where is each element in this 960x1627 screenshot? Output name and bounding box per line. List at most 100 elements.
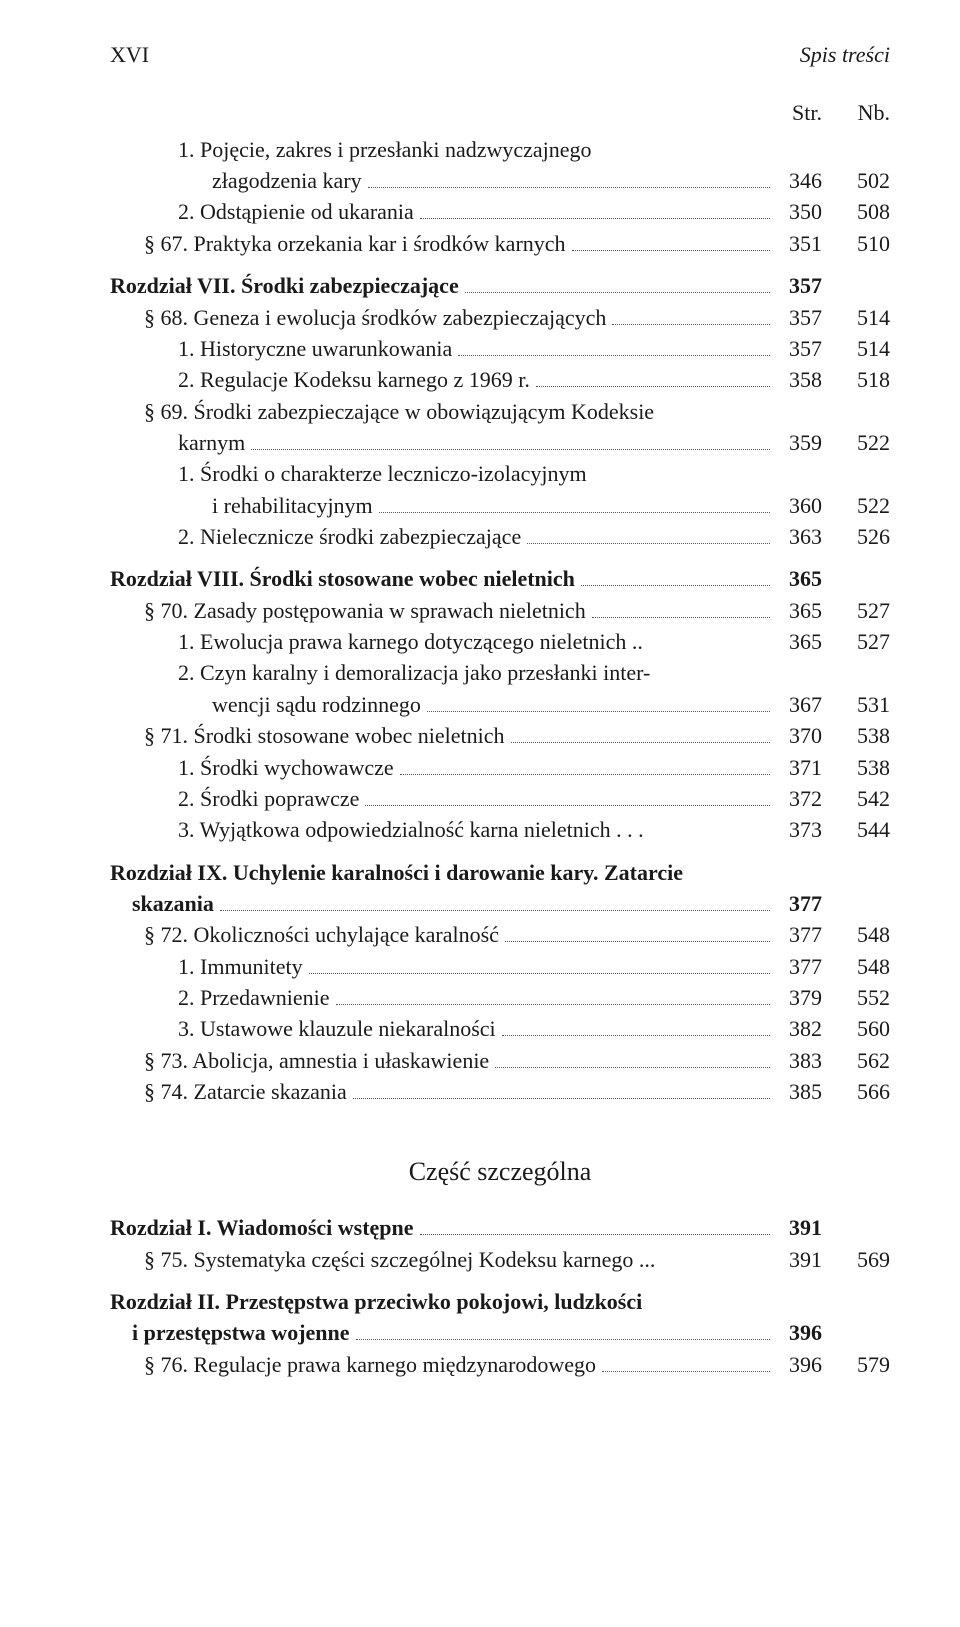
toc-label: karnym <box>110 428 245 458</box>
toc-label: skazania <box>110 889 214 919</box>
folio: XVI <box>110 40 149 70</box>
toc-label: 2. Środki poprawcze <box>110 784 359 814</box>
toc-page-nb: 562 <box>840 1046 890 1076</box>
toc-line: 1. Historyczne uwarunkowania357514 <box>110 334 890 364</box>
dot-leader <box>353 1081 770 1100</box>
toc-line: Rozdział I. Wiadomości wstępne391 <box>110 1213 890 1243</box>
toc-label: 3. Wyjątkowa odpowiedzialność karna niel… <box>110 815 644 845</box>
toc-page-str: 373 <box>776 815 822 845</box>
toc-label: Rozdział II. Przestępstwa przeciwko poko… <box>110 1287 642 1317</box>
column-headers: Str. Nb. <box>110 98 890 128</box>
toc-page-nb: 527 <box>840 596 890 626</box>
toc-line: 2. Nielecznicze środki zabezpieczające36… <box>110 522 890 552</box>
toc-page-str: 346 <box>776 166 822 196</box>
toc-page-str: 365 <box>776 596 822 626</box>
toc-line: złagodzenia kary346502 <box>110 166 890 196</box>
toc-page-nb: 527 <box>840 627 890 657</box>
toc-label: Rozdział IX. Uchylenie karalności i daro… <box>110 858 683 888</box>
toc-label: 1. Ewolucja prawa karnego dotyczącego ni… <box>110 627 643 657</box>
dot-leader <box>511 725 771 744</box>
dot-leader <box>220 892 770 911</box>
dot-leader <box>612 306 770 325</box>
toc-page-str: 377 <box>776 889 822 919</box>
dot-leader <box>368 169 770 188</box>
toc-page-str: 365 <box>776 564 822 594</box>
dot-leader <box>427 693 770 712</box>
toc-body: 1. Pojęcie, zakres i przesłanki nadzwycz… <box>110 135 890 1380</box>
toc-page-nb: 510 <box>840 229 890 259</box>
toc-page-nb: 548 <box>840 952 890 982</box>
toc-line: Rozdział VII. Środki zabezpieczające357 <box>110 271 890 301</box>
page: XVI Spis treści Str. Nb. 1. Pojęcie, zak… <box>0 0 960 1627</box>
col-header-nb: Nb. <box>846 98 890 128</box>
toc-page-nb: 514 <box>840 334 890 364</box>
toc-page-str: 359 <box>776 428 822 458</box>
dot-leader <box>536 369 770 388</box>
toc-page-nb: 566 <box>840 1077 890 1107</box>
toc-page-nb: 522 <box>840 491 890 521</box>
dot-leader <box>356 1322 770 1341</box>
toc-line: § 70. Zasady postępowania w sprawach nie… <box>110 596 890 626</box>
spacer <box>110 260 890 270</box>
toc-page-nb: 526 <box>840 522 890 552</box>
toc-label: 3. Ustawowe klauzule niekaralności <box>110 1014 496 1044</box>
dot-leader <box>527 525 770 544</box>
toc-label: 2. Odstąpienie od ukarania <box>110 197 414 227</box>
toc-line: Rozdział IX. Uchylenie karalności i daro… <box>110 858 890 888</box>
toc-line: karnym 359 522 <box>110 428 890 458</box>
dot-leader <box>420 1217 770 1236</box>
dot-leader <box>336 986 771 1005</box>
toc-page-nb: 552 <box>840 983 890 1013</box>
toc-line: i rehabilitacyjnym360522 <box>110 491 890 521</box>
toc-line: 2. Przedawnienie379552 <box>110 983 890 1013</box>
toc-line: § 67. Praktyka orzekania kar i środków k… <box>110 229 890 259</box>
toc-line: § 68. Geneza i ewolucja środków zabezpie… <box>110 303 890 333</box>
toc-line: § 69. Środki zabezpieczające w obowiązuj… <box>110 397 890 427</box>
toc-page-nb: 560 <box>840 1014 890 1044</box>
toc-line: 2. Regulacje Kodeksu karnego z 1969 r.35… <box>110 365 890 395</box>
toc-label: Rozdział VIII. Środki stosowane wobec ni… <box>110 564 575 594</box>
dot-leader <box>458 337 770 356</box>
toc-label: § 71. Środki stosowane wobec nieletnich <box>110 721 505 751</box>
toc-page-nb: 508 <box>840 197 890 227</box>
toc-label: § 68. Geneza i ewolucja środków zabezpie… <box>110 303 606 333</box>
toc-page-str: 370 <box>776 721 822 751</box>
toc-page-str: 371 <box>776 753 822 783</box>
toc-line: 2. Środki poprawcze372542 <box>110 784 890 814</box>
dot-leader <box>379 494 770 513</box>
toc-page-nb: 579 <box>840 1350 890 1380</box>
toc-line: Rozdział VIII. Środki stosowane wobec ni… <box>110 564 890 594</box>
toc-line: 2. Czyn karalny i demoralizacja jako prz… <box>110 658 890 688</box>
toc-label: i przestępstwa wojenne <box>110 1318 350 1348</box>
toc-line: skazania 377 <box>110 889 890 919</box>
dot-leader <box>592 599 770 618</box>
running-head: XVI Spis treści <box>110 40 890 70</box>
running-title: Spis treści <box>800 40 890 70</box>
toc-label: 1. Pojęcie, zakres i przesłanki nadzwycz… <box>110 135 592 165</box>
dot-leader <box>581 568 770 587</box>
dot-leader <box>602 1353 770 1372</box>
toc-line: 1. Pojęcie, zakres i przesłanki nadzwycz… <box>110 135 890 165</box>
toc-label: § 74. Zatarcie skazania <box>110 1077 347 1107</box>
toc-line: § 76. Regulacje prawa karnego międzynaro… <box>110 1350 890 1380</box>
toc-page-str: 396 <box>776 1350 822 1380</box>
toc-label: 1. Środki wychowawcze <box>110 753 394 783</box>
dot-leader <box>420 201 770 220</box>
col-header-str: Str. <box>778 98 822 128</box>
dot-leader <box>502 1018 770 1037</box>
toc-page-str: 363 <box>776 522 822 552</box>
dot-leader <box>251 431 770 450</box>
toc-line: i przestępstwa wojenne396 <box>110 1318 890 1348</box>
toc-page-nb: 522 <box>840 428 890 458</box>
toc-page-nb: 569 <box>840 1245 890 1275</box>
toc-page-str: 350 <box>776 197 822 227</box>
toc-page-str: 351 <box>776 229 822 259</box>
toc-page-nb: 514 <box>840 303 890 333</box>
dot-leader <box>495 1049 770 1068</box>
toc-page-str: 367 <box>776 690 822 720</box>
toc-page-str: 382 <box>776 1014 822 1044</box>
toc-page-str: 365 <box>776 627 822 657</box>
toc-label: § 73. Abolicja, amnestia i ułaskawienie <box>110 1046 489 1076</box>
toc-label: § 70. Zasady postępowania w sprawach nie… <box>110 596 586 626</box>
toc-page-str: 357 <box>776 334 822 364</box>
